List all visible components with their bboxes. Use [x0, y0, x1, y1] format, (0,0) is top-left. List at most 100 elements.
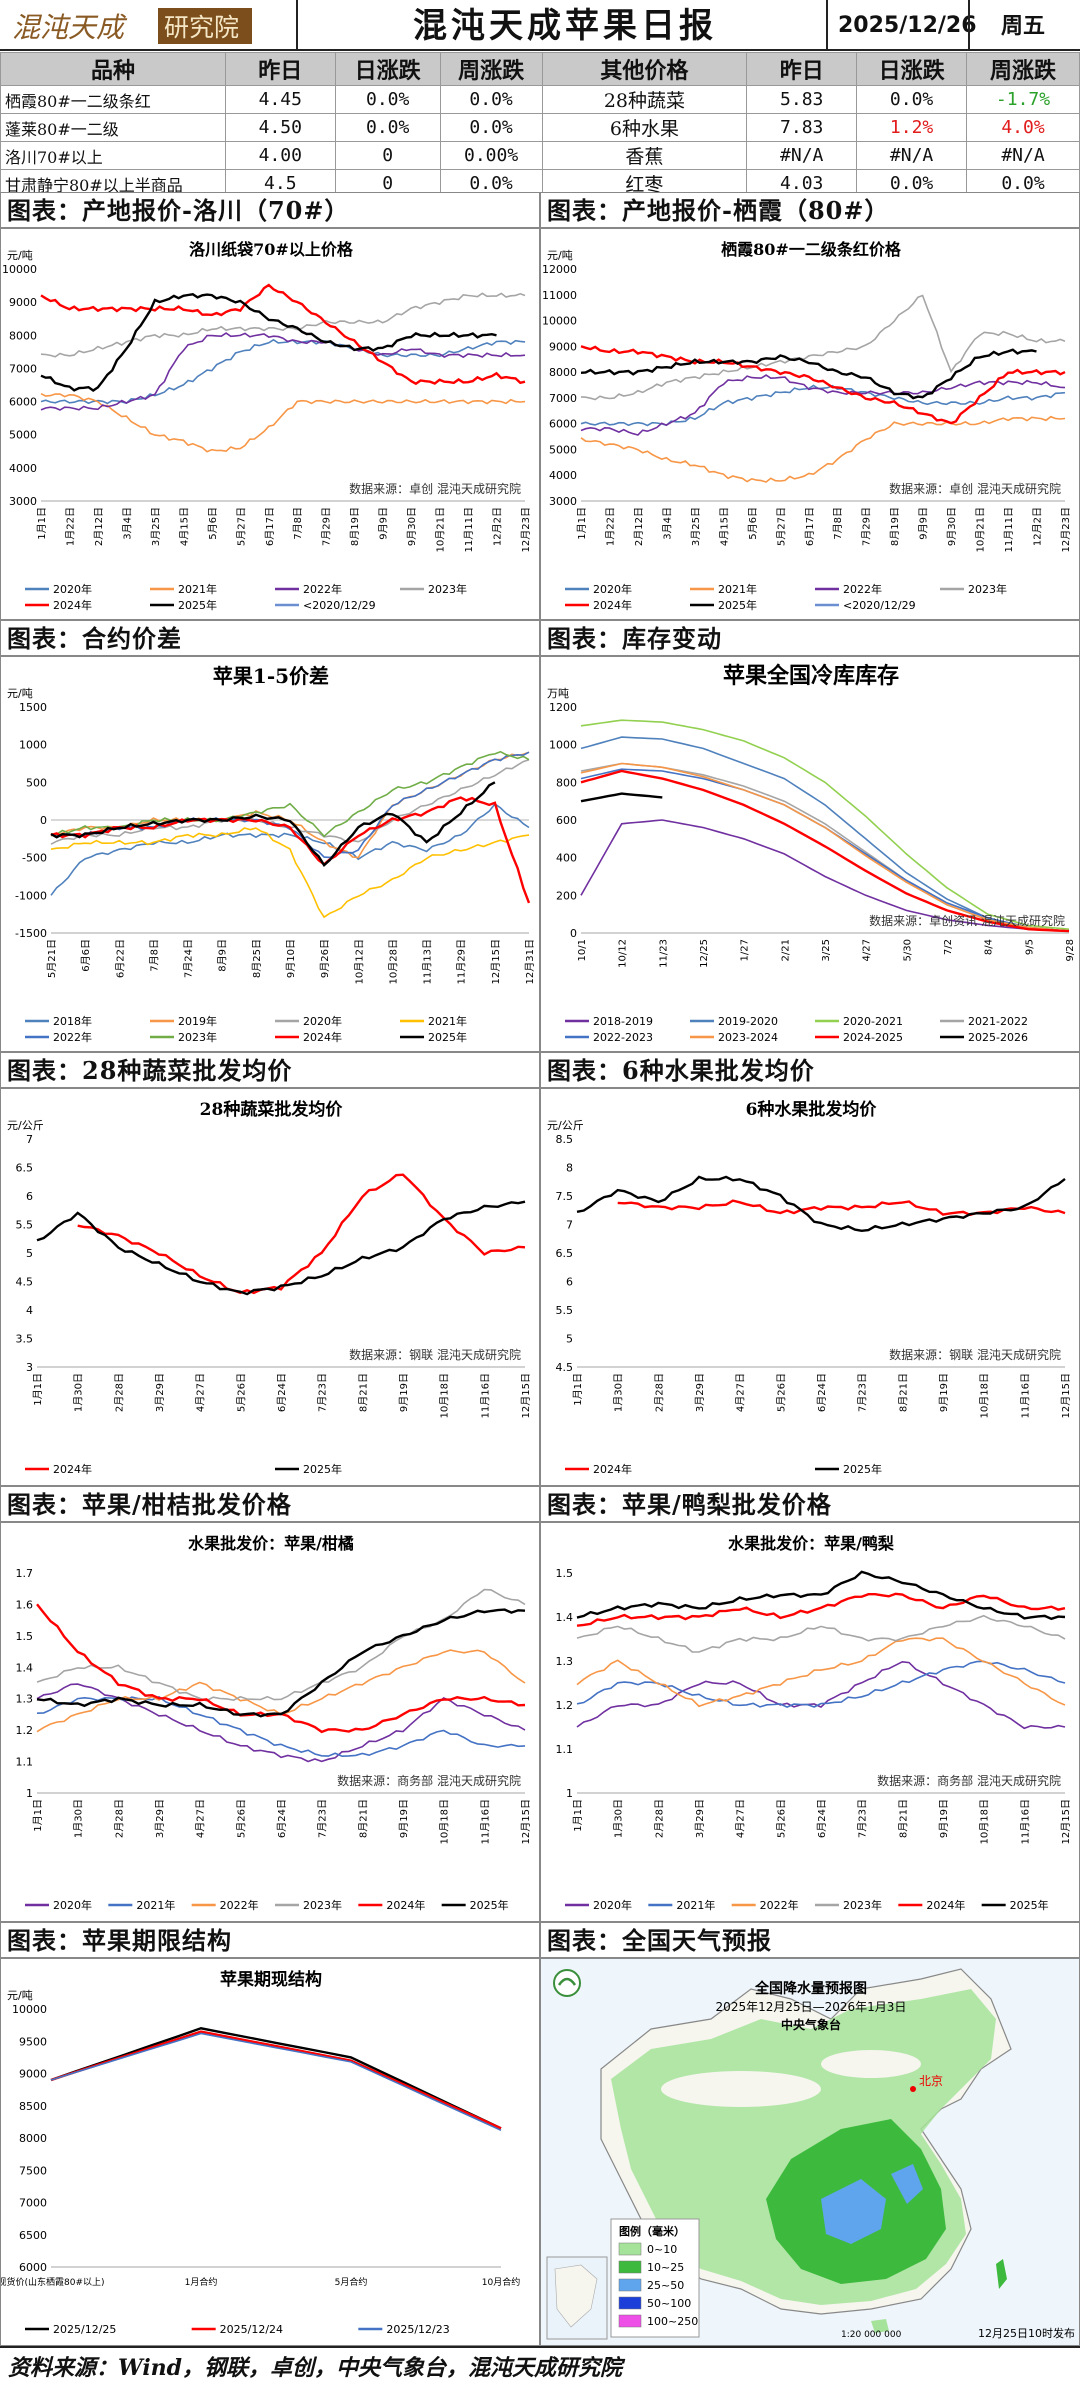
chart-title: 水果批发价：苹果/柑橘	[188, 1534, 354, 1553]
y-tick-label: 7.5	[556, 1190, 574, 1203]
legend-label: 2023-2024	[718, 1031, 778, 1044]
other-name: 香蕉	[541, 141, 748, 170]
legend-label: 100~250	[647, 2315, 698, 2328]
legend-label: 2025/12/25	[53, 2323, 116, 2336]
x-tick-label: 3月29日	[694, 1799, 706, 1838]
other-weekly-change: 4.0%	[966, 113, 1080, 142]
x-tick-label: 5月26日	[775, 1799, 787, 1838]
x-tick-label: 7月8日	[292, 507, 304, 540]
series-line	[580, 374, 1066, 436]
precip-legend: 图例（毫米） 0~10 10~25 25~50 50~100 100~250	[610, 2218, 700, 2338]
chart-fruit: 6种水果批发均价 元/公斤 4.5 5 5.5 6 6.5 7 7.5 8 8.5 1月1日 1月30日…	[540, 1088, 1080, 1486]
y-tick-label: 9000	[19, 2068, 47, 2081]
col-header: 品种	[0, 52, 226, 86]
x-tick-label: 10月18日	[439, 1373, 451, 1418]
y-tick-label: 5000	[549, 443, 577, 456]
x-tick-label: 12月15日	[1060, 1799, 1072, 1844]
series-line	[576, 1660, 1066, 1708]
y-tick-label: 10000	[542, 315, 577, 328]
chart-source: 数据来源：卓创 混沌天成研究院	[349, 481, 521, 496]
x-tick-label: 3月29日	[154, 1799, 166, 1838]
x-tick-label: 12月23日	[1060, 507, 1072, 552]
panel-title-storage: 图表：库存变动	[540, 620, 1080, 656]
x-tick-label: 6月24日	[276, 1799, 288, 1838]
panel-title-apple-pear: 图表：苹果/鸭梨批发价格	[540, 1486, 1080, 1522]
x-tick-label: 11月16日	[1019, 1799, 1031, 1844]
series-line	[50, 2030, 502, 2130]
table-row: 洛川70#以上 4.00 0 0.00% 香蕉 #N/A #N/A #N/A	[0, 141, 1080, 170]
x-tick-label: 10月18日	[439, 1799, 451, 1844]
y-tick-label: 4000	[549, 469, 577, 482]
y-axis-label: 元/吨	[547, 249, 573, 262]
x-tick-label: 7月23日	[857, 1373, 869, 1412]
panel-title-term: 图表：苹果期限结构	[0, 1922, 540, 1958]
legend-label: 2025年	[178, 598, 217, 612]
y-tick-label: 1.2	[556, 1699, 574, 1712]
header-divider	[296, 0, 298, 51]
legend-label: 0~10	[647, 2243, 677, 2256]
x-tick-label: 9月30日	[406, 507, 418, 546]
y-tick-label: 1.5	[556, 1567, 574, 1580]
x-tick-label: 3月29日	[694, 1373, 706, 1412]
header-divider	[826, 0, 828, 51]
y-tick-label: -500	[22, 852, 47, 865]
x-tick-label: 9月19日	[938, 1373, 950, 1412]
y-tick-label: 600	[556, 814, 577, 827]
weather-period: 2025年12月25日—2026年1月3日	[716, 2000, 907, 2014]
legend-label: 2020年	[303, 1014, 342, 1028]
x-tick-label: 9月19日	[398, 1373, 410, 1412]
x-tick-label: 9月19日	[938, 1799, 950, 1838]
y-tick-label: 1000	[19, 739, 47, 752]
y-axis-label: 元/吨	[7, 249, 33, 262]
legend-label: 2024年	[926, 1898, 965, 1912]
legend-label: 2023年	[968, 582, 1007, 596]
x-tick-label: 12月31日	[524, 939, 536, 984]
panel-title-weather: 图表：全国天气预报	[540, 1922, 1080, 1958]
legend-label: 2022年	[760, 1898, 799, 1912]
y-tick-label: 1.1	[16, 1756, 34, 1769]
other-yesterday: 5.83	[746, 85, 858, 114]
y-axis-label: 元/吨	[7, 687, 33, 700]
price-table: 品种 昨日 日涨跌 周涨跌 其他价格 昨日 日涨跌 周涨跌 栖霞80#一二级条红…	[0, 52, 1080, 198]
series-line	[576, 1175, 1066, 1233]
legend-swatch	[618, 2260, 642, 2274]
legend-label: 2025年	[428, 1030, 467, 1044]
x-tick-label: 9/5	[1024, 939, 1035, 955]
weather-issued: 12月25日10时发布	[978, 2326, 1075, 2340]
legend-swatch	[618, 2242, 642, 2256]
table-row: 栖霞80#一二级条红 4.45 0.0% 0.0% 28种蔬菜 5.83 0.0…	[0, 85, 1080, 114]
chart-apple-pear: 水果批发价：苹果/鸭梨 1 1.1 1.2 1.3 1.4 1.5 1月1日 1月30日 2月28…	[540, 1522, 1080, 1922]
hainan-island	[871, 2319, 889, 2333]
series-line	[50, 802, 530, 896]
legend-label: 2021-2022	[968, 1015, 1028, 1028]
x-tick-label: 4月27日	[735, 1373, 747, 1412]
col-header: 其他价格	[541, 52, 748, 86]
y-tick-label: 6500	[19, 2229, 47, 2242]
legend-label: <2020/12/29	[303, 599, 376, 612]
y-tick-label: 1.2	[16, 1724, 34, 1737]
y-tick-label: 8000	[19, 2132, 47, 2145]
y-tick-label: 9500	[19, 2035, 47, 2048]
report-header: 混沌天成 研究院 混沌天成苹果日报 2025/12/26 周五	[0, 0, 1080, 51]
y-tick-label: 3000	[9, 495, 37, 508]
series-line	[580, 719, 1070, 930]
legend-label: 2025-2026	[968, 1031, 1028, 1044]
series-line	[36, 1200, 526, 1296]
y-tick-label: 7	[566, 1219, 573, 1232]
legend-label: 2021年	[676, 1898, 715, 1912]
report-date: 2025/12/26	[838, 13, 977, 38]
x-tick-label: 1月1日	[36, 507, 48, 540]
x-tick-label: 10月21日	[975, 507, 987, 552]
y-tick-label: 5.5	[16, 1219, 34, 1232]
x-tick-label: 10月18日	[979, 1799, 991, 1844]
legend-label: 2019年	[178, 1014, 217, 1028]
series-line	[50, 781, 496, 867]
x-tick-label: 5月6日	[747, 507, 759, 540]
y-tick-label: 4000	[9, 462, 37, 475]
rain-heavy-region	[821, 2179, 886, 2244]
y-tick-label: 10000	[2, 263, 37, 276]
legend-label: 2021年	[718, 582, 757, 596]
x-tick-label: 12/25	[699, 939, 710, 968]
